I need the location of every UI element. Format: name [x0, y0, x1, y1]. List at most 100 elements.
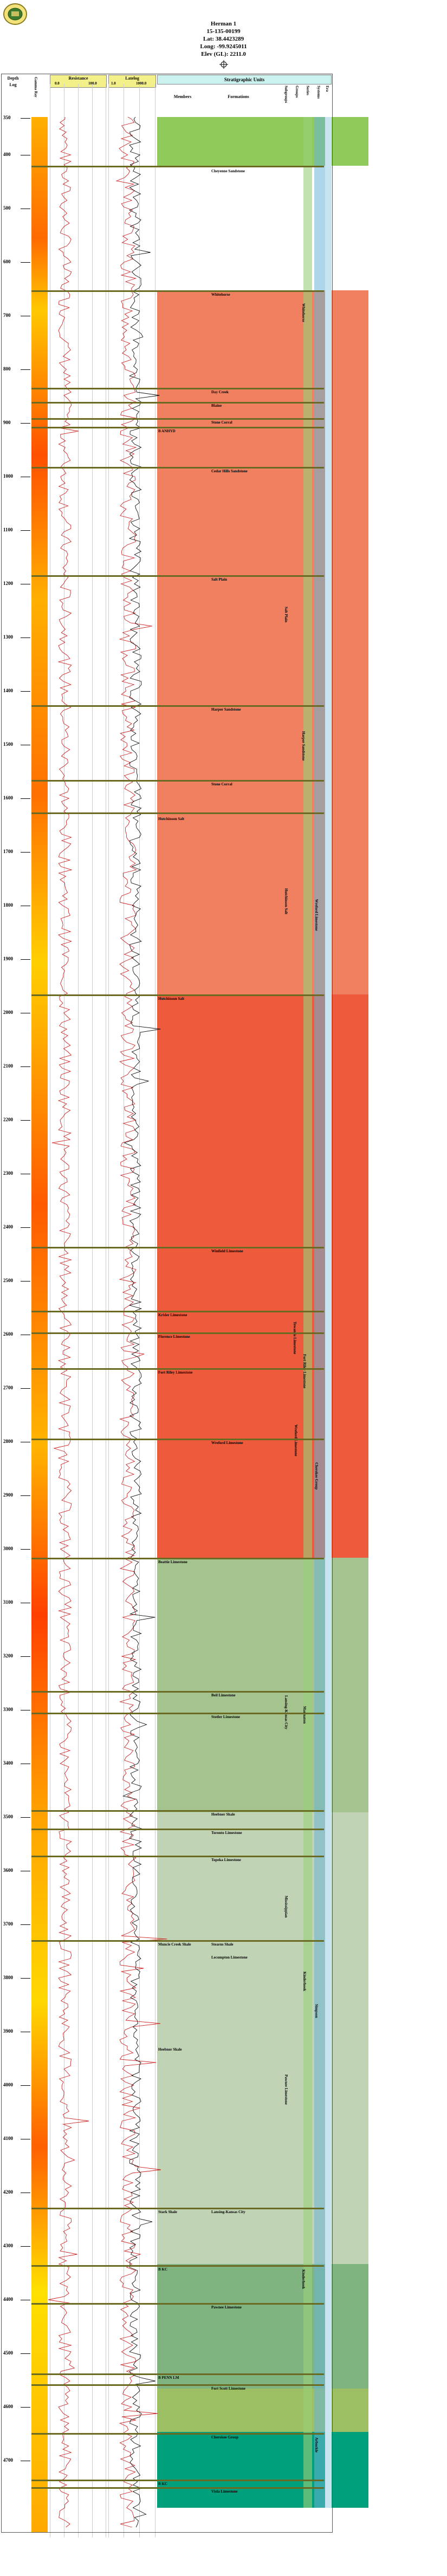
depth-label: 2200 [3, 1117, 13, 1122]
depth-label: 3500 [3, 1814, 13, 1819]
depth-label: 900 [3, 420, 11, 425]
depth-label: 3000 [3, 1546, 13, 1551]
formation-label: Stotler Limestone [211, 1715, 240, 1719]
depth-label: 3300 [3, 1707, 13, 1712]
ordovician-band [157, 2432, 368, 2508]
depth-label: 3800 [3, 1975, 13, 1980]
member-label: Hutchinson Salt [158, 817, 185, 821]
permian-upper-band [157, 290, 368, 994]
group-label: Towanda Limestone [293, 1322, 297, 1355]
formation-label: Harper Sandstone [211, 707, 241, 712]
depth-label: 4400 [3, 2297, 13, 2302]
depth-label: 3900 [3, 2028, 13, 2034]
formation-label: Viola Limestone [211, 2489, 238, 2494]
formation-top-marker [31, 2433, 324, 2435]
formation-label: Salt Plain [211, 577, 227, 582]
api-number: 15-135-00199 [206, 28, 241, 35]
depth-label: 4500 [3, 2350, 13, 2356]
member-label: B PENN LM [158, 2376, 179, 2380]
res-scale-left: 0.0 [55, 81, 60, 86]
formation-top-marker [31, 1439, 324, 1440]
log-curve [115, 116, 167, 2528]
series-label: Kinderhook [301, 2269, 306, 2289]
formation-label: Lecompton Limestone [211, 1955, 248, 1960]
depth-label: 2400 [3, 1224, 13, 1230]
formation-top-marker [31, 1810, 324, 1812]
depth-tick [21, 2246, 30, 2247]
dry-hole-icon [219, 60, 229, 69]
depth-label: 1400 [3, 688, 13, 693]
formation-label: Wreford Limestone [211, 1441, 243, 1445]
formation-label: Stone Corral [211, 420, 232, 425]
formation-label: Cedar Hills Sandstone [211, 469, 248, 473]
resistance-label: Resistance [68, 76, 88, 81]
system-label: Cherokee Group [314, 1462, 319, 1490]
depth-label: 4000 [3, 2082, 13, 2087]
depth-tick [21, 118, 30, 119]
depth-label: 1600 [3, 795, 13, 801]
member-label: Beattie Limestone [158, 1560, 187, 1564]
depth-label: 2800 [3, 1439, 13, 1444]
depth-label: 1900 [3, 956, 13, 961]
system-label: Wreford Limestone [314, 899, 319, 931]
elevation: Elev (GL): 2211.0 [201, 51, 246, 57]
formation-label: Beil Limestone [211, 1693, 236, 1697]
formation-top-marker [31, 2265, 324, 2267]
member-label: Fort Riley Limestone [158, 1370, 193, 1375]
member-label: Hutchinson Salt [158, 997, 185, 1001]
log-curve [122, 116, 161, 2528]
member-label: B KC [158, 2482, 167, 2486]
member-label: B ANHYD [158, 429, 176, 433]
kgs-logo [3, 3, 27, 25]
formation-top-marker [31, 1856, 324, 1857]
depth-label: 3200 [3, 1653, 13, 1658]
depth-label: 800 [3, 366, 11, 372]
formation-top-marker [31, 1940, 324, 1942]
formation-top-marker [31, 166, 324, 167]
depth-tick [21, 1388, 30, 1389]
depth-label: 1200 [3, 581, 13, 586]
formation-top-marker [31, 2303, 324, 2305]
member-label: Stark Shale [158, 2210, 177, 2214]
depth-label: 2500 [3, 1278, 13, 1283]
depth-label: 600 [3, 259, 11, 264]
members-header: Members [173, 94, 192, 99]
depth-tick [21, 852, 30, 853]
depth-tick [21, 530, 30, 531]
formation-top-marker [31, 418, 324, 420]
depth-label: 2600 [3, 1331, 13, 1337]
depth-tick [21, 1924, 30, 1925]
depth-label: 4600 [3, 2404, 13, 2409]
formation-top-marker [31, 812, 324, 814]
res-scale-right: 100.0 [88, 81, 97, 86]
mississippian-band [157, 2264, 368, 2389]
group-label: Harper Sandstone [301, 731, 306, 761]
depth-label: 3100 [3, 1599, 13, 1605]
depth-label: 700 [3, 313, 11, 318]
depth-label: 2700 [3, 1385, 13, 1390]
member-label: B KC [158, 2267, 167, 2272]
formation-top-marker [31, 1691, 324, 1693]
depth-tick [21, 423, 30, 424]
depth-label: 2000 [3, 1010, 13, 1015]
formation-top-marker [31, 1829, 324, 1830]
well-name: Herman 1 [210, 21, 237, 27]
depth-label: 350 [3, 115, 11, 120]
depth-label: 4700 [3, 2457, 13, 2463]
system-label: Arbuckle [314, 2437, 319, 2453]
member-label: Krider Limestone [158, 1313, 187, 1317]
formation-label: Whitehorse [211, 292, 230, 297]
system-label: Simpson [314, 2004, 319, 2018]
formation-top-marker [31, 1558, 324, 1559]
formation-label: Cheyenne Sandstone [211, 169, 245, 173]
depth-label: 4300 [3, 2243, 13, 2248]
log-frame [1, 74, 333, 2533]
member-label: Heebner Shale [158, 2047, 182, 2052]
formation-label: Toronto Limestone [211, 1831, 242, 1835]
gamma-ray-color-track [31, 117, 48, 2533]
series-header: Series [306, 86, 310, 95]
depth-label: 1700 [3, 849, 13, 854]
series-label: Kinderhook [302, 1972, 307, 1992]
depth-tick [21, 1549, 30, 1550]
depth-label: 3700 [3, 1921, 13, 1927]
